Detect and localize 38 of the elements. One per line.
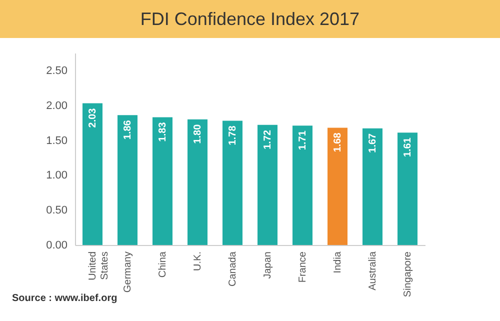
bar — [222, 120, 242, 245]
x-tick-label: Australia — [368, 251, 378, 290]
bar — [188, 119, 208, 245]
data-label: 1.78 — [228, 125, 238, 146]
bar — [82, 103, 102, 245]
bar — [398, 132, 418, 245]
bar — [258, 124, 278, 245]
x-tick-label: Singapore — [402, 251, 414, 298]
source-note: Source : www.ibef.org — [12, 293, 118, 304]
data-label: 1.83 — [158, 122, 168, 142]
y-tick-label: 2.50 — [46, 64, 68, 77]
bar — [152, 117, 172, 245]
y-tick-label: 2.00 — [46, 100, 68, 112]
y-tick-label: 0.50 — [46, 204, 68, 217]
bar — [292, 126, 312, 245]
y-tick-label: 1.00 — [46, 170, 68, 182]
y-tick-label: 1.50 — [46, 134, 68, 147]
x-tick-label: United States — [88, 252, 110, 280]
bar — [362, 128, 382, 245]
data-label: 1.86 — [122, 120, 134, 140]
data-label: 1.80 — [192, 124, 204, 144]
data-label: 1.71 — [298, 130, 308, 150]
x-tick-label: Japan — [262, 252, 274, 279]
x-tick-label: Canada — [228, 251, 238, 287]
data-label: 1.72 — [262, 129, 274, 150]
data-label: 2.03 — [88, 108, 98, 128]
data-label: 1.61 — [402, 137, 414, 158]
x-tick-label: India — [332, 251, 344, 274]
bar — [118, 115, 138, 245]
bar — [328, 128, 348, 245]
x-tick-label: Germany — [122, 252, 134, 293]
x-tick-label: France — [298, 251, 308, 283]
chart-title: FDI Confidence Index 2017 — [0, 0, 500, 38]
x-tick-label: U.K. — [192, 252, 204, 271]
x-tick-label: China — [158, 251, 168, 278]
data-label: 1.68 — [332, 132, 344, 152]
y-tick-label: 0.00 — [46, 240, 68, 252]
data-label: 1.67 — [368, 132, 378, 153]
